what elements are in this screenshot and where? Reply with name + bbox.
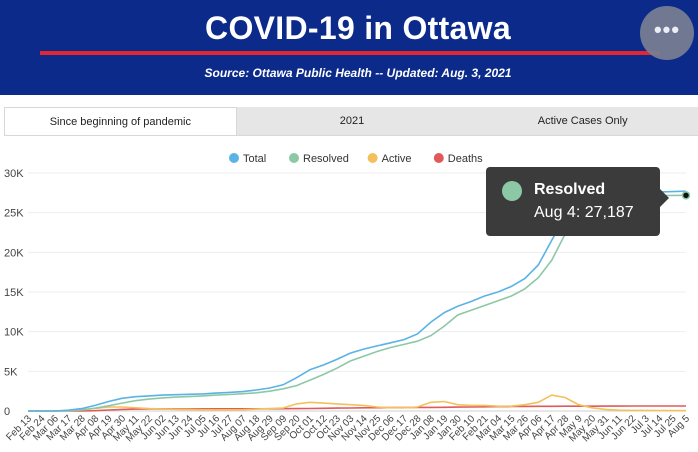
y-tick-label: 5K	[4, 366, 18, 378]
legend-swatch-deaths	[433, 153, 444, 163]
tooltip-value: Aug 4: 27,187	[534, 204, 634, 221]
legend-label-total: Total	[243, 153, 266, 165]
legend-label-active: Active	[382, 153, 412, 165]
tooltip-arrow	[660, 189, 669, 207]
y-tick-label: 10K	[4, 327, 24, 339]
source-subtitle: Source: Ottawa Public Health -- Updated:…	[204, 66, 512, 80]
legend-swatch-resolved	[289, 153, 299, 163]
y-tick-label: 0	[4, 406, 10, 418]
title-underline	[40, 51, 660, 55]
series-line-active	[28, 394, 687, 412]
header-divider	[0, 92, 698, 95]
series-line-deaths	[28, 405, 686, 412]
more-horizontal-icon: •••	[653, 17, 681, 42]
hover-point-marker	[681, 191, 691, 200]
y-tick-label: 20K	[4, 247, 24, 259]
header-bar: COVID-19 in Ottawa Source: Ottawa Public…	[0, 0, 698, 92]
y-tick-label: 15K	[4, 287, 24, 299]
legend-swatch-total	[229, 153, 239, 163]
tooltip-series-swatch	[502, 181, 522, 201]
y-tick-label: 25K	[4, 208, 24, 220]
y-tick-label: 30K	[4, 168, 24, 180]
tab-bar: Since beginning of pandemic 2021 Active …	[4, 107, 698, 135]
tabs-underline	[4, 135, 698, 136]
tab-active-cases-only[interactable]: Active Cases Only	[537, 115, 628, 127]
tab-since-beginning[interactable]: Since beginning of pandemic	[4, 107, 237, 135]
more-options-button[interactable]: •••	[640, 6, 694, 60]
page-title: COVID-19 in Ottawa	[205, 10, 511, 46]
tooltip-series-name: Resolved	[534, 181, 606, 198]
chart-tooltip: Resolved Aug 4: 27,187	[486, 167, 669, 236]
tab-2021[interactable]: 2021	[339, 115, 365, 127]
legend-label-deaths: Deaths	[448, 153, 483, 165]
legend-label-resolved: Resolved	[303, 153, 349, 165]
legend-swatch-active	[367, 153, 378, 163]
